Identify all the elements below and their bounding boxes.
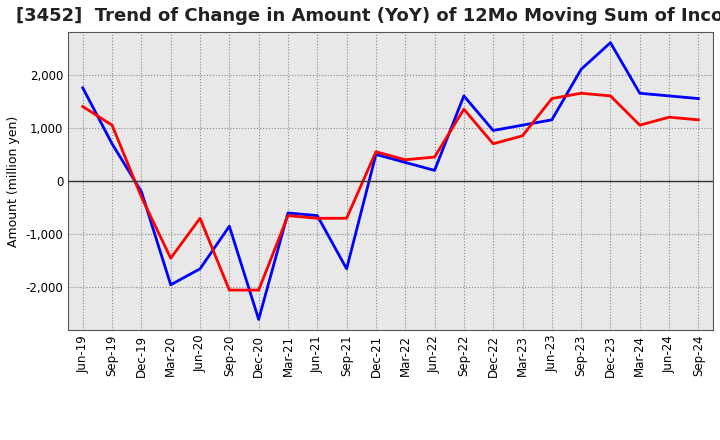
Ordinary Income: [372, 152, 380, 157]
Net Income: [108, 122, 117, 128]
Net Income: [166, 256, 175, 261]
Ordinary Income: [431, 168, 439, 173]
Ordinary Income: [225, 224, 234, 229]
Ordinary Income: [78, 85, 87, 91]
Net Income: [489, 141, 498, 147]
Title: [3452]  Trend of Change in Amount (YoY) of 12Mo Moving Sum of Incomes: [3452] Trend of Change in Amount (YoY) o…: [16, 7, 720, 25]
Ordinary Income: [577, 66, 585, 72]
Net Income: [636, 122, 644, 128]
Net Income: [254, 287, 263, 293]
Ordinary Income: [518, 122, 527, 128]
Net Income: [577, 91, 585, 96]
Ordinary Income: [313, 213, 322, 218]
Ordinary Income: [489, 128, 498, 133]
Ordinary Income: [254, 317, 263, 322]
Net Income: [606, 93, 615, 99]
Net Income: [518, 133, 527, 139]
Ordinary Income: [401, 160, 410, 165]
Line: Net Income: Net Income: [83, 93, 698, 290]
Net Income: [431, 154, 439, 160]
Ordinary Income: [459, 93, 468, 99]
Ordinary Income: [108, 141, 117, 147]
Ordinary Income: [665, 93, 673, 99]
Net Income: [694, 117, 703, 122]
Net Income: [459, 106, 468, 112]
Net Income: [665, 114, 673, 120]
Net Income: [137, 194, 145, 200]
Ordinary Income: [196, 266, 204, 271]
Net Income: [225, 287, 234, 293]
Net Income: [196, 216, 204, 221]
Net Income: [372, 149, 380, 154]
Ordinary Income: [694, 96, 703, 101]
Net Income: [284, 213, 292, 218]
Ordinary Income: [166, 282, 175, 287]
Ordinary Income: [137, 189, 145, 194]
Net Income: [401, 157, 410, 162]
Y-axis label: Amount (million yen): Amount (million yen): [7, 115, 20, 247]
Net Income: [342, 216, 351, 221]
Ordinary Income: [636, 91, 644, 96]
Net Income: [78, 104, 87, 109]
Ordinary Income: [342, 266, 351, 271]
Ordinary Income: [547, 117, 556, 122]
Net Income: [313, 216, 322, 221]
Line: Ordinary Income: Ordinary Income: [83, 43, 698, 319]
Ordinary Income: [284, 210, 292, 216]
Net Income: [547, 96, 556, 101]
Ordinary Income: [606, 40, 615, 45]
